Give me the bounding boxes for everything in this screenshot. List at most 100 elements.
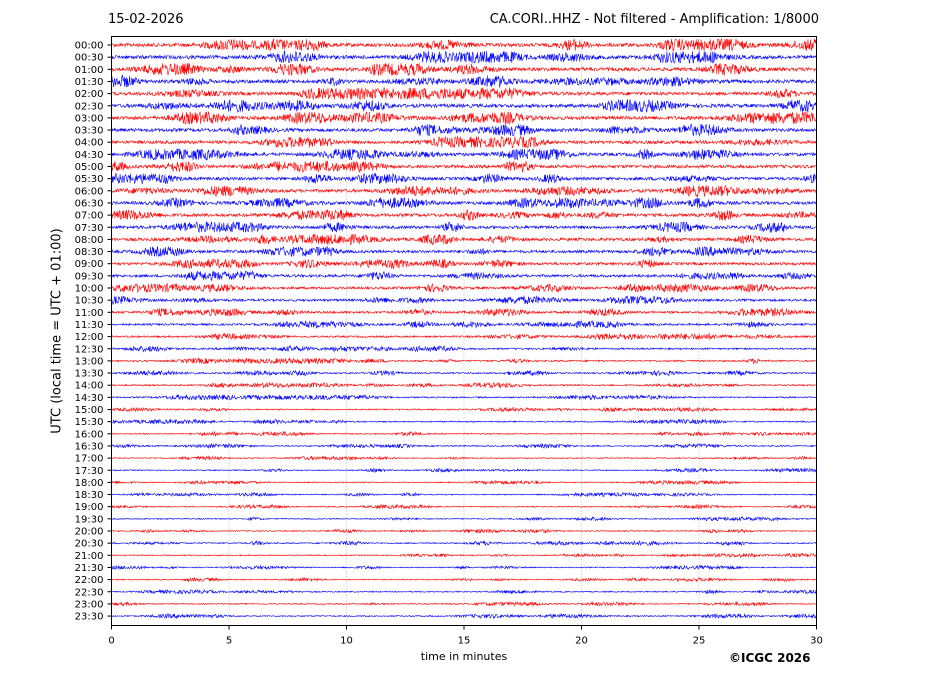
y-tick-label: 09:30 xyxy=(75,271,104,282)
seismic-trace xyxy=(111,442,817,449)
y-tick-label: 07:30 xyxy=(75,223,104,234)
seismic-trace xyxy=(111,612,817,620)
y-tick-label: 01:30 xyxy=(75,77,104,88)
x-tick-label: 25 xyxy=(693,636,706,647)
seismic-trace xyxy=(111,111,817,125)
y-tick-label: 13:30 xyxy=(75,369,104,380)
y-tick-label: 21:30 xyxy=(75,563,104,574)
y-tick-label: 04:00 xyxy=(75,138,104,149)
y-tick-label: 22:30 xyxy=(75,587,104,598)
seismic-trace xyxy=(111,539,817,547)
y-tick-label: 05:00 xyxy=(75,162,104,173)
y-tick-label: 17:00 xyxy=(75,454,104,465)
seismic-trace xyxy=(111,357,817,365)
seismic-trace xyxy=(111,406,817,413)
seismic-trace xyxy=(111,135,817,149)
y-tick-label: 03:30 xyxy=(75,126,104,137)
seismic-trace xyxy=(111,491,817,498)
seismic-trace xyxy=(111,98,817,113)
seismic-trace xyxy=(111,430,817,437)
y-tick-label: 20:30 xyxy=(75,539,104,550)
y-tick-label: 02:30 xyxy=(75,101,104,112)
seismic-trace xyxy=(111,295,817,306)
y-tick-label: 18:00 xyxy=(75,478,104,489)
y-tick-label: 00:00 xyxy=(75,41,104,52)
y-tick-label: 19:00 xyxy=(75,502,104,513)
seismic-trace xyxy=(111,393,817,401)
seismic-trace xyxy=(111,576,817,583)
y-tick-label: 11:00 xyxy=(75,308,104,319)
seismic-trace xyxy=(111,552,817,559)
seismic-trace xyxy=(111,245,817,258)
seismic-trace xyxy=(111,528,817,534)
seismic-trace xyxy=(111,233,817,246)
seismic-trace xyxy=(111,209,817,222)
y-tick-label: 10:00 xyxy=(75,284,104,295)
y-tick-label: 12:30 xyxy=(75,344,104,355)
seismic-trace xyxy=(111,455,817,461)
y-tick-label: 06:30 xyxy=(75,198,104,209)
y-tick-label: 01:00 xyxy=(75,65,104,76)
y-tick-label: 17:30 xyxy=(75,466,104,477)
x-tick-label: 30 xyxy=(810,636,823,647)
y-tick-label: 22:00 xyxy=(75,575,104,586)
y-tick-label: 15:30 xyxy=(75,417,104,428)
y-tick-label: 09:00 xyxy=(75,259,104,270)
grid-lines xyxy=(228,36,700,626)
y-tick-label: 23:30 xyxy=(75,612,104,623)
chart-title: CA.CORI..HHZ - Not filtered - Amplificat… xyxy=(489,12,819,27)
seismic-trace xyxy=(111,87,817,101)
y-tick-label: 14:30 xyxy=(75,393,104,404)
seismic-trace xyxy=(111,332,817,341)
y-tick-label: 14:00 xyxy=(75,381,104,392)
seismic-trace xyxy=(111,123,817,137)
date-label: 15-02-2026 xyxy=(108,12,184,27)
seismic-trace xyxy=(111,74,817,88)
seismic-trace xyxy=(111,185,817,198)
seismic-trace xyxy=(111,50,817,64)
seismic-trace xyxy=(111,160,817,174)
x-ticks: 0 5 10 15 20 25 30 xyxy=(108,625,823,647)
seismic-trace xyxy=(111,345,817,353)
y-tick-label: 08:00 xyxy=(75,235,104,246)
seismic-trace xyxy=(111,38,817,52)
y-tick-label: 15:00 xyxy=(75,405,104,416)
seismic-trace xyxy=(111,418,817,425)
seismic-trace xyxy=(111,282,817,293)
y-tick-label: 19:30 xyxy=(75,514,104,525)
seismic-trace xyxy=(111,516,817,522)
seismic-trace xyxy=(111,588,817,595)
x-axis-label: time in minutes xyxy=(420,650,508,663)
y-tick-label: 12:00 xyxy=(75,332,104,343)
seismic-trace xyxy=(111,258,817,270)
y-tick-label: 18:30 xyxy=(75,490,104,501)
x-tick-label: 10 xyxy=(340,636,353,647)
seismic-trace xyxy=(111,320,817,329)
y-tick-label: 03:00 xyxy=(75,113,104,124)
seismic-trace xyxy=(111,467,817,474)
seismic-trace xyxy=(111,172,817,185)
y-tick-label: 16:30 xyxy=(75,441,104,452)
x-tick-label: 20 xyxy=(575,636,588,647)
seismic-trace xyxy=(111,601,817,607)
y-tick-label: 08:30 xyxy=(75,247,104,258)
y-tick-label: 13:00 xyxy=(75,356,104,367)
seismic-trace xyxy=(111,369,817,377)
y-tick-label: 04:30 xyxy=(75,150,104,161)
x-tick-label: 5 xyxy=(226,636,232,647)
y-tick-label: 07:00 xyxy=(75,211,104,222)
y-tick-label: 05:30 xyxy=(75,174,104,185)
seismic-trace xyxy=(111,148,817,161)
y-tick-label: 06:00 xyxy=(75,186,104,197)
seismic-trace xyxy=(111,564,817,571)
seismic-trace xyxy=(111,381,817,389)
y-tick-label: 10:30 xyxy=(75,296,104,307)
seismic-trace xyxy=(111,503,817,510)
seismic-trace xyxy=(111,197,817,210)
y-tick-label: 00:30 xyxy=(75,53,104,64)
x-tick-label: 15 xyxy=(458,636,471,647)
trace-group xyxy=(111,38,817,620)
seismic-trace xyxy=(111,479,817,486)
